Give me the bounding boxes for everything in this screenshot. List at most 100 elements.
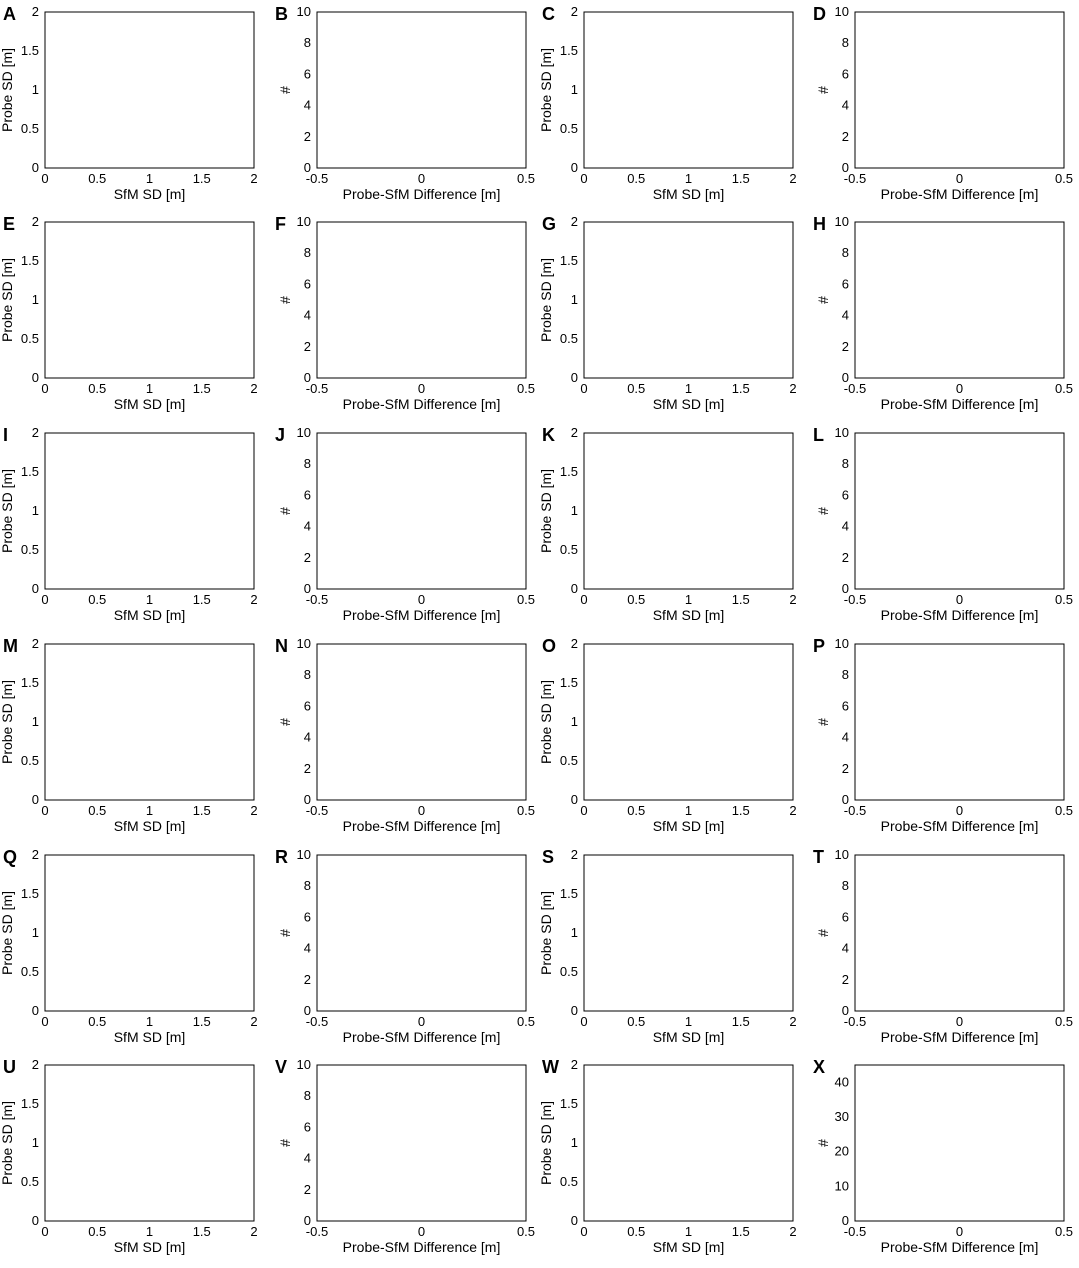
x-tick-label: 2	[250, 592, 257, 607]
y-tick-label: 0	[304, 370, 311, 385]
x-tick-label: 0	[956, 592, 963, 607]
y-tick-label: 0.5	[560, 121, 578, 136]
y-tick-label: 0	[304, 160, 311, 175]
y-tick-label: 6	[304, 698, 311, 713]
y-tick-label: 2	[304, 550, 311, 565]
panel-letter: V	[275, 1057, 287, 1077]
x-tick-label: 0	[418, 171, 425, 186]
x-tick-label: 1	[685, 171, 692, 186]
x-tick-label: 0.5	[88, 171, 106, 186]
panel-x: -0.500.5010203040NMAD=0.1 mProbe-SfM Dif…	[813, 1057, 1073, 1255]
panel-r: -0.500.50246810NMAD=0.21 mProbe-SfM Diff…	[275, 847, 535, 1045]
x-tick-label: 1	[685, 1014, 692, 1029]
y-tick-label: 1.5	[21, 886, 39, 901]
x-tick-label: 0	[41, 803, 48, 818]
x-axis-label: SfM SD [m]	[653, 1029, 725, 1045]
x-tick-label: 2	[250, 1224, 257, 1239]
y-tick-label: 2	[571, 4, 578, 19]
y-axis-label: #	[815, 507, 831, 515]
x-tick-label: 0.5	[627, 592, 645, 607]
y-tick-label: 10	[297, 425, 311, 440]
x-tick-label: 1.5	[732, 1014, 750, 1029]
y-tick-label: 0	[842, 581, 849, 596]
y-tick-label: 2	[842, 339, 849, 354]
axes-frame	[854, 11, 1065, 169]
x-tick-label: 1	[146, 381, 153, 396]
y-tick-label: 2	[571, 847, 578, 862]
panel-letter: U	[3, 1057, 16, 1077]
y-tick-label: 2	[304, 129, 311, 144]
x-tick-label: 2	[789, 592, 796, 607]
y-tick-label: 4	[304, 1151, 311, 1166]
y-tick-label: 0.5	[21, 331, 39, 346]
panel-j: -0.500.50246810NMAD=0.1 mProbe-SfM Diffe…	[275, 425, 535, 623]
y-axis-label: Probe SD [m]	[538, 891, 554, 975]
y-axis-label: Probe SD [m]	[0, 891, 15, 975]
axes-frame	[854, 643, 1065, 801]
y-tick-label: 0	[571, 160, 578, 175]
y-tick-label: 1.5	[560, 43, 578, 58]
x-tick-label: -0.5	[306, 1014, 328, 1029]
y-tick-label: 6	[304, 66, 311, 81]
x-tick-label: 1.5	[732, 381, 750, 396]
y-tick-label: 1	[32, 503, 39, 518]
y-axis-label: Probe SD [m]	[538, 680, 554, 764]
x-tick-label: 0	[418, 381, 425, 396]
x-tick-label: 0.5	[517, 1224, 535, 1239]
y-tick-label: 0.5	[560, 542, 578, 557]
x-tick-label: -0.5	[844, 1224, 866, 1239]
panel-t: -0.500.50246810NMAD=0.07 mProbe-SfM Diff…	[813, 847, 1073, 1045]
x-tick-label: 0.5	[627, 381, 645, 396]
panel-letter: X	[813, 1057, 825, 1077]
panel-letter: A	[3, 4, 16, 24]
panel-letter: H	[813, 214, 826, 234]
y-tick-label: 0.5	[21, 542, 39, 557]
x-tick-label: 1.5	[732, 171, 750, 186]
panel-v: -0.500.50246810NMAD=0.1 mProbe-SfM Diffe…	[275, 1057, 535, 1255]
x-tick-label: 0	[41, 381, 48, 396]
y-tick-label: 8	[842, 667, 849, 682]
y-tick-label: 4	[304, 519, 311, 534]
x-tick-label: 0.5	[1055, 592, 1073, 607]
x-tick-label: 0.5	[1055, 171, 1073, 186]
y-tick-label: 0	[842, 370, 849, 385]
panel-letter: K	[542, 425, 555, 445]
x-tick-label: 1	[146, 1224, 153, 1239]
x-tick-label: 1	[146, 592, 153, 607]
y-tick-label: 20	[835, 1144, 849, 1159]
y-tick-label: 1.5	[560, 464, 578, 479]
y-tick-label: 0	[842, 792, 849, 807]
x-tick-label: 1	[685, 592, 692, 607]
y-tick-label: 2	[32, 847, 39, 862]
y-tick-label: 2	[32, 425, 39, 440]
y-tick-label: 0.5	[560, 964, 578, 979]
x-tick-label: 0	[956, 803, 963, 818]
panel-letter: E	[3, 214, 15, 234]
x-tick-label: 0	[580, 803, 587, 818]
y-axis-label: Probe SD [m]	[538, 1101, 554, 1185]
x-tick-label: 0	[956, 1014, 963, 1029]
y-axis-label: Probe SD [m]	[0, 469, 15, 553]
x-tick-label: 1.5	[193, 803, 211, 818]
y-tick-label: 2	[571, 425, 578, 440]
y-tick-label: 1	[571, 714, 578, 729]
x-tick-label: 0.5	[1055, 803, 1073, 818]
x-tick-label: 2	[250, 803, 257, 818]
panel-l: -0.500.50246810NMAD=0.08 mProbe-SfM Diff…	[813, 425, 1073, 623]
x-tick-label: 2	[250, 381, 257, 396]
y-tick-label: 6	[304, 276, 311, 291]
y-tick-label: 4	[304, 308, 311, 323]
y-tick-label: 8	[304, 878, 311, 893]
panel-letter: L	[813, 425, 824, 445]
x-tick-label: 0.5	[1055, 1224, 1073, 1239]
y-tick-label: 2	[842, 972, 849, 987]
x-axis-label: SfM SD [m]	[114, 1029, 186, 1045]
x-tick-label: 1.5	[193, 381, 211, 396]
y-tick-label: 2	[842, 129, 849, 144]
y-tick-label: 1	[571, 503, 578, 518]
y-tick-label: 0	[571, 1213, 578, 1228]
y-tick-label: 0	[571, 370, 578, 385]
y-tick-label: 1	[32, 292, 39, 307]
